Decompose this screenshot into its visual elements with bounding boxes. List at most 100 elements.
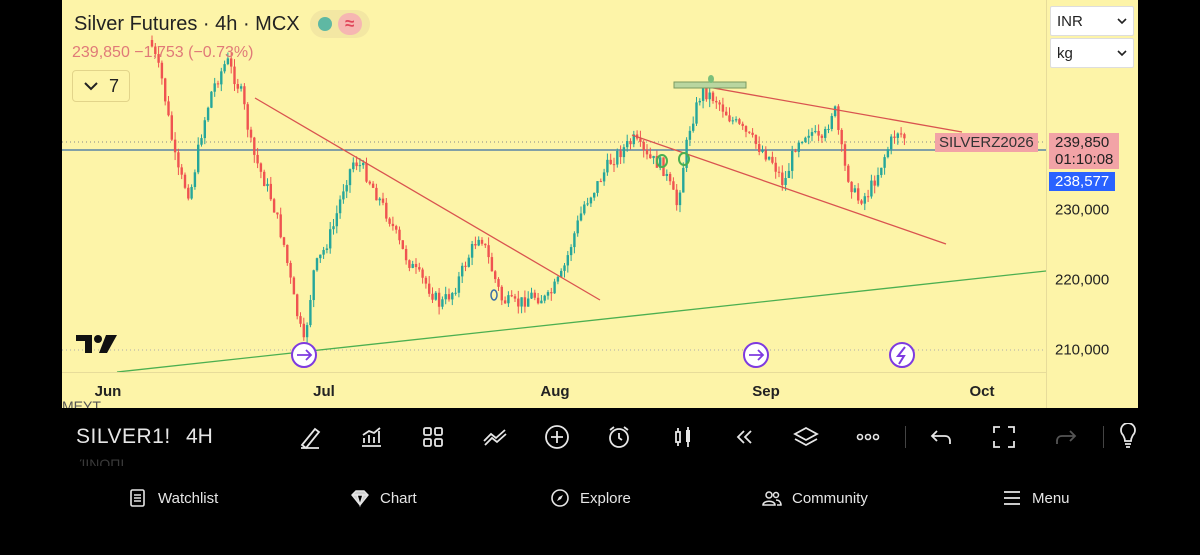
price-axis[interactable]: 239,850 01:10:08 238,577 230,000 220,000…: [1046, 0, 1138, 408]
nav-menu[interactable]: Menu: [1002, 488, 1070, 508]
candle-body: [312, 270, 315, 301]
candle-body: [847, 165, 850, 182]
candle-body: [540, 300, 543, 304]
toolbar-timeframe[interactable]: 4H: [186, 425, 213, 448]
candle-body: [744, 126, 748, 132]
candle-body: [546, 292, 550, 296]
candle-body: [876, 174, 880, 186]
candle-body: [292, 277, 296, 295]
watchlist-icon: [130, 489, 145, 507]
time-axis[interactable]: Jun Jul Aug Sep Oct: [62, 372, 1046, 408]
candle-body: [715, 100, 718, 103]
candle-body: [345, 185, 348, 192]
candle-body: [230, 58, 233, 67]
candle-body: [474, 243, 477, 246]
candle-body: [454, 292, 457, 294]
candle-body: [358, 165, 362, 167]
draw-icon[interactable]: [293, 420, 327, 454]
candle-body: [203, 120, 206, 139]
candle-body: [335, 213, 338, 227]
candle-body: [840, 129, 843, 145]
candle-body: [266, 183, 269, 187]
price-tick-label: 220,000: [1055, 271, 1110, 289]
marker-circle-1: [656, 154, 668, 168]
layers-icon[interactable]: [789, 420, 823, 454]
candle-body: [866, 196, 870, 198]
candle-body: [665, 173, 668, 176]
candle-body: [299, 316, 302, 324]
nav-explore[interactable]: Explore: [550, 488, 631, 508]
candle-body: [160, 62, 164, 79]
candle-body: [461, 265, 464, 277]
candle-body: [843, 144, 847, 166]
nav-chart[interactable]: Chart: [350, 488, 417, 508]
candle-body: [754, 134, 758, 145]
candle-body: [659, 157, 662, 168]
alert-icon[interactable]: [602, 420, 636, 454]
candle-body: [616, 150, 619, 165]
candle-body: [183, 174, 187, 188]
market-status-pill[interactable]: ≈: [309, 10, 370, 38]
tradingview-logo-icon[interactable]: [76, 333, 118, 360]
candle-body: [705, 87, 708, 100]
candle-body: [751, 132, 754, 135]
indicators-icon[interactable]: [354, 420, 388, 454]
candle-body: [388, 218, 391, 224]
chart-icon: [351, 490, 369, 508]
candle-body: [302, 323, 305, 338]
currency-select[interactable]: INR: [1050, 6, 1134, 36]
channel-lower-line: [631, 134, 947, 245]
layout-icon[interactable]: [416, 420, 450, 454]
candle-body: [220, 71, 223, 85]
fullscreen-icon[interactable]: [987, 420, 1021, 454]
price-tick-label: 230,000: [1055, 201, 1110, 219]
replay-icon[interactable]: [727, 420, 761, 454]
nav-watchlist[interactable]: Watchlist: [128, 488, 218, 508]
candle-body: [226, 58, 230, 65]
candle-body: [695, 102, 698, 124]
candle-body: [507, 295, 510, 304]
candle-body: [899, 133, 903, 135]
chart-area[interactable]: Silver Futures · 4h · MCX ≈ 239,850 −1,7…: [62, 0, 1138, 408]
undo-icon[interactable]: [924, 420, 958, 454]
candle-body: [579, 213, 583, 221]
candle-body: [682, 167, 685, 193]
add-icon[interactable]: [540, 420, 574, 454]
candles-icon[interactable]: [666, 420, 700, 454]
candle-body: [177, 152, 180, 168]
bulb-icon[interactable]: [1118, 420, 1138, 454]
price-chart[interactable]: [62, 0, 1046, 372]
more-icon[interactable]: [851, 420, 885, 454]
candle-body: [296, 294, 299, 317]
candle-body: [566, 255, 569, 266]
candle-body: [193, 172, 197, 187]
bottom-navigation: Watchlist Chart Explore Community Menu: [0, 466, 1200, 555]
candle-body: [477, 239, 480, 246]
delayed-data-icon: ≈: [337, 13, 362, 35]
candle-body: [487, 245, 490, 258]
candle-body: [678, 192, 682, 206]
indicators-collapse-button[interactable]: 7: [72, 70, 130, 102]
nav-explore-label: Explore: [580, 489, 631, 507]
chart-type-icon[interactable]: [478, 420, 512, 454]
nav-watchlist-label: Watchlist: [158, 489, 219, 507]
candle-body: [774, 162, 777, 172]
candle-body: [259, 163, 263, 172]
candle-body: [457, 276, 461, 293]
candle-body: [880, 167, 883, 175]
nav-community[interactable]: Community: [762, 488, 868, 508]
candle-body: [771, 156, 774, 163]
candle-body: [738, 119, 741, 124]
redo-icon[interactable]: [1049, 420, 1083, 454]
candle-body: [830, 116, 833, 129]
unit-select[interactable]: kg: [1050, 38, 1134, 68]
time-tick-label: Sep: [752, 383, 780, 400]
candle-body: [520, 297, 523, 307]
candle-body: [401, 240, 404, 249]
time-tick-label: Jul: [313, 383, 335, 400]
candle-body: [860, 200, 863, 204]
candle-body: [187, 187, 190, 199]
toolbar-symbol[interactable]: SILVER1!: [76, 425, 171, 448]
candle-body: [256, 154, 259, 164]
candle-body: [338, 199, 342, 214]
